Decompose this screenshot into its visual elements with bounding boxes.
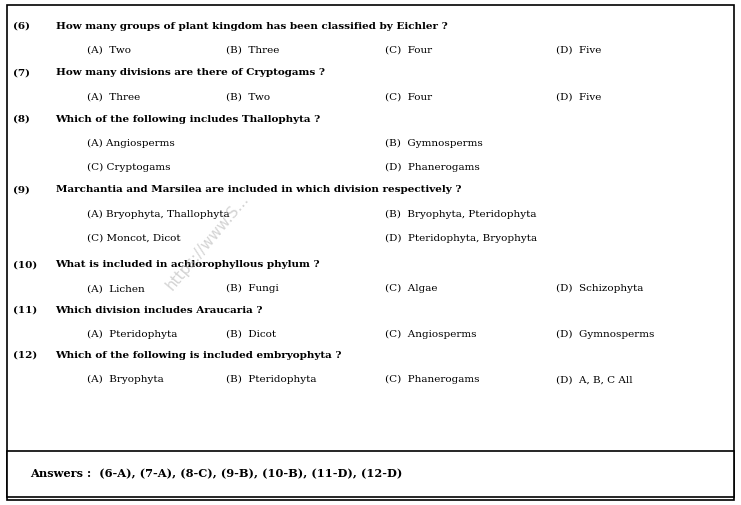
Text: Which of the following is included embryophyta ?: Which of the following is included embry… [56, 351, 342, 360]
Text: (A)  Bryophyta: (A) Bryophyta [87, 375, 165, 384]
Bar [7, 451, 734, 497]
Text: https://www.S...: https://www.S... [163, 191, 252, 293]
Text: (B)  Pteridophyta: (B) Pteridophyta [226, 375, 316, 384]
Text: (A) Bryophyta, Thallophyta: (A) Bryophyta, Thallophyta [87, 210, 230, 219]
Text: Which of the following includes Thallophyta ?: Which of the following includes Thalloph… [56, 115, 321, 124]
Text: (C)  Angiosperms: (C) Angiosperms [385, 330, 476, 339]
Text: (A)  Pteridophyta: (A) Pteridophyta [87, 330, 178, 339]
Text: (D)  Gymnosperms: (D) Gymnosperms [556, 330, 654, 339]
Text: (D)  Five: (D) Five [556, 92, 601, 102]
Text: (C) Moncot, Dicot: (C) Moncot, Dicot [87, 234, 181, 243]
Text: (B)  Gymnosperms: (B) Gymnosperms [385, 139, 483, 148]
Text: (9): (9) [13, 185, 30, 194]
Text: (C)  Algae: (C) Algae [385, 284, 438, 293]
Text: (A)  Three: (A) Three [87, 92, 141, 102]
Text: (D)  Phanerogams: (D) Phanerogams [385, 163, 480, 172]
Text: (B)  Bryophyta, Pteridophyta: (B) Bryophyta, Pteridophyta [385, 210, 536, 219]
Text: (C)  Four: (C) Four [385, 46, 433, 55]
Text: (6): (6) [13, 22, 30, 31]
Text: (B)  Two: (B) Two [226, 92, 270, 102]
Text: (A) Angiosperms: (A) Angiosperms [87, 139, 175, 148]
Text: How many divisions are there of Cryptogams ?: How many divisions are there of Cryptoga… [56, 68, 325, 77]
Text: (B)  Dicot: (B) Dicot [226, 330, 276, 339]
Text: What is included in achlorophyllous phylum ?: What is included in achlorophyllous phyl… [56, 260, 320, 269]
Text: (D)  Schizophyta: (D) Schizophyta [556, 284, 643, 293]
Text: (C)  Phanerogams: (C) Phanerogams [385, 375, 480, 384]
Text: (8): (8) [13, 115, 30, 124]
Text: (C)  Four: (C) Four [385, 92, 433, 102]
Text: (10): (10) [13, 260, 38, 269]
Text: (C) Cryptogams: (C) Cryptogams [87, 163, 171, 172]
Text: Which division includes Araucaria ?: Which division includes Araucaria ? [56, 306, 263, 315]
Text: Marchantia and Marsilea are included in which division respectively ?: Marchantia and Marsilea are included in … [56, 185, 461, 194]
Text: (D)  Five: (D) Five [556, 46, 601, 55]
Text: Answers :  (6-A), (7-A), (8-C), (9-B), (10-B), (11-D), (12-D): Answers : (6-A), (7-A), (8-C), (9-B), (1… [30, 469, 402, 480]
Text: (D)  A, B, C All: (D) A, B, C All [556, 375, 632, 384]
Text: (B)  Three: (B) Three [226, 46, 279, 55]
Text: (11): (11) [13, 306, 38, 315]
Text: (D)  Pteridophyta, Bryophyta: (D) Pteridophyta, Bryophyta [385, 234, 537, 243]
Text: (12): (12) [13, 351, 38, 360]
Text: (B)  Fungi: (B) Fungi [226, 284, 279, 293]
Text: How many groups of plant kingdom has been classified by Eichler ?: How many groups of plant kingdom has bee… [56, 22, 448, 31]
Text: (A)  Two: (A) Two [87, 46, 131, 55]
Text: (7): (7) [13, 68, 30, 77]
Text: (A)  Lichen: (A) Lichen [87, 284, 145, 293]
